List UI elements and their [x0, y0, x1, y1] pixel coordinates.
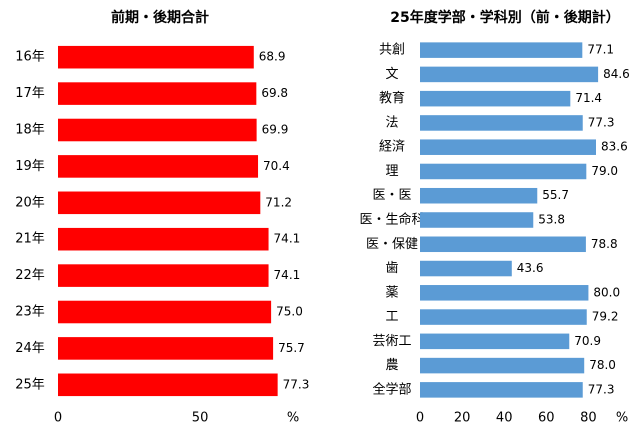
bar [58, 300, 272, 324]
value-label: 74.1 [274, 268, 301, 282]
value-label: 83.6 [601, 140, 628, 154]
x-tick-label: 80 [580, 411, 597, 426]
value-label: 77.3 [283, 377, 310, 391]
bar [58, 45, 254, 69]
value-label: 77.1 [587, 43, 614, 57]
value-label: 78.0 [589, 358, 616, 372]
category-label: 医・生命科 [359, 212, 424, 228]
value-label: 69.9 [262, 123, 289, 137]
value-label: 55.7 [542, 188, 569, 202]
value-label: 69.8 [261, 86, 288, 100]
bar [58, 337, 274, 360]
category-label: 農 [385, 358, 398, 373]
bar [58, 118, 257, 142]
category-label: 全学部 [372, 381, 411, 397]
value-label: 77.3 [588, 115, 615, 129]
bar [420, 90, 571, 107]
bar [420, 333, 570, 350]
x-tick-label: 40 [496, 411, 513, 426]
category-label: 19年 [15, 159, 45, 174]
value-label: 77.3 [588, 382, 615, 396]
category-label: 25年 [15, 377, 45, 392]
bar [420, 115, 583, 131]
x-axis-unit: % [616, 411, 628, 426]
category-label: 24年 [15, 341, 45, 356]
value-label: 70.9 [574, 334, 601, 348]
category-label: 工 [385, 310, 398, 325]
value-label: 68.9 [259, 50, 286, 64]
x-tick-label: 0 [54, 411, 62, 426]
category-label: 22年 [15, 268, 45, 283]
value-label: 79.2 [592, 310, 619, 324]
category-label: 教育 [379, 90, 405, 106]
bar [58, 264, 269, 287]
bar [420, 309, 587, 325]
bar [420, 163, 587, 180]
category-label: 医・保健 [366, 237, 418, 252]
bar [58, 155, 259, 178]
category-label: 16年 [15, 50, 45, 65]
category-label: 21年 [15, 232, 45, 247]
category-label: 23年 [15, 305, 45, 320]
value-label: 74.1 [274, 232, 301, 246]
category-label: 芸術工 [372, 333, 411, 349]
bar [420, 187, 538, 204]
bar [420, 236, 586, 253]
bar [58, 227, 269, 251]
value-label: 78.8 [591, 237, 618, 251]
x-tick-label: 0 [416, 411, 424, 426]
category-label: 医・医 [372, 188, 411, 203]
category-label: 20年 [15, 195, 45, 210]
x-axis-unit: % [287, 411, 299, 426]
bar [420, 260, 512, 277]
chart-title: 前期・後期合計 [111, 9, 209, 26]
value-label: 53.8 [538, 213, 565, 227]
bar [420, 42, 583, 58]
category-label: 薬 [385, 285, 398, 300]
bar [420, 139, 596, 155]
value-label: 75.7 [278, 341, 305, 355]
value-label: 71.4 [575, 91, 602, 105]
x-tick-label: 60 [538, 411, 555, 426]
bar [58, 191, 261, 215]
category-label: 18年 [15, 123, 45, 138]
bar [58, 82, 257, 105]
bar [420, 382, 583, 398]
bar [420, 357, 585, 374]
bar [420, 285, 589, 301]
category-label: 理 [385, 164, 398, 179]
value-label: 84.6 [603, 67, 630, 81]
category-label: 歯 [385, 261, 398, 276]
bar [420, 66, 599, 83]
chart-title: 25年度学部・学科別（前・後期計） [390, 9, 619, 26]
category-label: 文 [385, 67, 398, 82]
category-label: 共創 [379, 43, 405, 58]
value-label: 70.4 [263, 159, 290, 173]
value-label: 75.0 [276, 305, 303, 319]
category-label: 経済 [379, 139, 405, 155]
category-label: 法 [385, 115, 398, 130]
category-label: 17年 [15, 86, 45, 101]
x-tick-label: 20 [454, 411, 471, 426]
bar [420, 212, 534, 228]
bar [58, 373, 278, 397]
value-label: 80.0 [593, 285, 620, 299]
x-tick-label: 50 [192, 411, 209, 426]
value-label: 71.2 [265, 195, 292, 209]
value-label: 43.6 [517, 261, 544, 275]
value-label: 79.0 [591, 164, 618, 178]
